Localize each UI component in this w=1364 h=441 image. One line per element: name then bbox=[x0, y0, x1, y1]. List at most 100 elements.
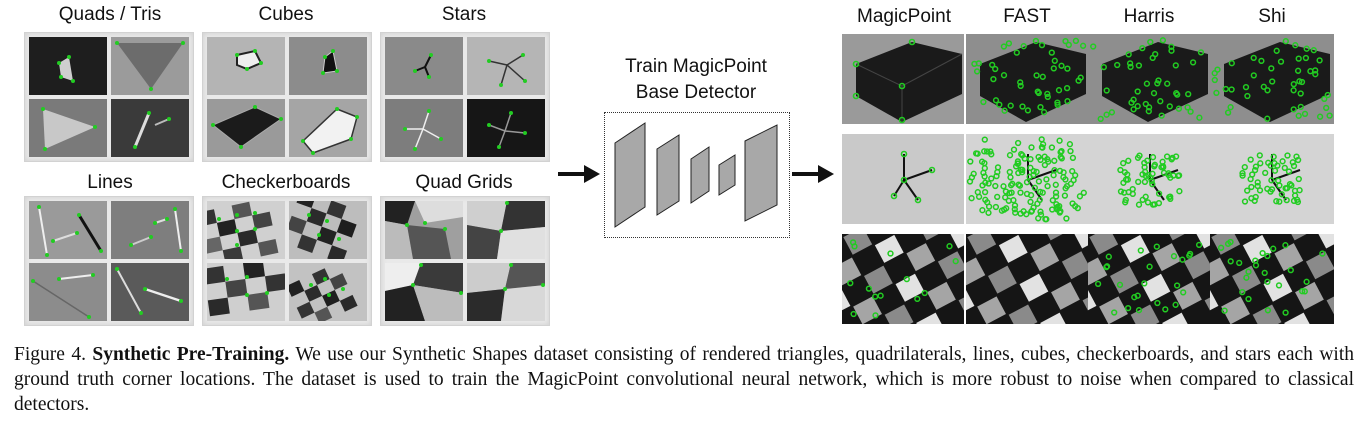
keypoint-marker bbox=[1127, 63, 1134, 71]
keypoint-marker bbox=[983, 148, 991, 155]
keypoint-marker bbox=[1033, 168, 1040, 176]
keypoint-marker bbox=[1264, 87, 1271, 94]
keypoint-marker bbox=[1031, 184, 1039, 191]
keypoint-marker bbox=[1252, 193, 1259, 201]
keypoint-marker bbox=[1064, 98, 1071, 105]
checker-square bbox=[1285, 234, 1315, 241]
keypoint-marker bbox=[1147, 38, 1154, 46]
keypoint-marker bbox=[1069, 154, 1077, 162]
keypoint-marker bbox=[1241, 198, 1249, 205]
checker-square bbox=[917, 234, 947, 241]
keypoint-marker bbox=[1079, 42, 1087, 49]
keypoint-marker bbox=[968, 174, 976, 181]
checker-square bbox=[967, 234, 997, 255]
checker-square bbox=[1141, 273, 1171, 302]
checker-square bbox=[1210, 288, 1219, 317]
checker-square bbox=[906, 243, 936, 272]
keypoint-marker bbox=[1270, 245, 1277, 252]
checker-square bbox=[1089, 234, 1119, 255]
keypoint-marker bbox=[1043, 176, 1050, 183]
keypoint-marker bbox=[1125, 157, 1132, 164]
keypoint-marker bbox=[1270, 153, 1277, 160]
keypoint-marker bbox=[1103, 111, 1110, 118]
detector-title-line1: Train MagicPoint bbox=[625, 56, 767, 77]
keypoint-marker bbox=[1017, 82, 1024, 90]
keypoint-marker bbox=[1017, 79, 1024, 86]
column-label-harris: Harris bbox=[1123, 6, 1175, 27]
keypoint-marker bbox=[1196, 114, 1203, 121]
keypoint-marker bbox=[1007, 174, 1014, 181]
checker-square bbox=[1194, 234, 1210, 249]
keypoint-marker bbox=[1159, 37, 1167, 44]
keypoint-marker bbox=[1050, 65, 1057, 72]
network-layers-icon bbox=[614, 122, 778, 228]
keypoint-marker bbox=[1039, 189, 1046, 196]
keypoint-marker bbox=[1176, 188, 1183, 195]
tile-star-2 bbox=[467, 37, 545, 95]
keypoint-marker bbox=[1000, 72, 1008, 79]
keypoint-marker bbox=[1143, 80, 1151, 87]
keypoint-marker bbox=[1155, 190, 1163, 197]
keypoint-marker bbox=[1062, 176, 1069, 183]
tile-lines-2 bbox=[111, 201, 189, 259]
keypoint-marker bbox=[1250, 72, 1257, 79]
keypoint-marker bbox=[1120, 160, 1127, 167]
group-label-stars: Stars bbox=[441, 4, 487, 25]
tile-quad-dark bbox=[29, 37, 107, 95]
result-shi-cube bbox=[1210, 34, 1334, 124]
keypoint-marker bbox=[1312, 67, 1319, 74]
keypoint-marker bbox=[1139, 196, 1146, 203]
keypoint-marker bbox=[1062, 37, 1069, 45]
checker-square bbox=[1162, 312, 1191, 324]
keypoint-marker bbox=[1051, 57, 1058, 64]
keypoint-marker bbox=[872, 312, 879, 319]
keypoint-marker bbox=[1000, 43, 1008, 50]
keypoint-marker bbox=[1017, 210, 1024, 217]
keypoint-marker bbox=[1055, 87, 1063, 94]
keypoint-marker bbox=[1144, 199, 1152, 206]
keypoint-marker bbox=[1227, 258, 1234, 265]
keypoint-marker bbox=[1184, 104, 1191, 111]
keypoint-marker bbox=[1030, 167, 1037, 175]
keypoint-marker bbox=[1037, 208, 1044, 215]
keypoint-marker bbox=[1135, 307, 1143, 314]
checker-square bbox=[1210, 257, 1230, 286]
keypoint-marker bbox=[1247, 156, 1254, 163]
checker-square bbox=[1041, 234, 1071, 241]
keypoint-marker bbox=[1239, 170, 1246, 177]
keypoint-marker bbox=[1211, 70, 1218, 77]
checker-square bbox=[884, 304, 914, 324]
keypoint-marker bbox=[1040, 109, 1048, 116]
keypoint-marker bbox=[1018, 150, 1025, 158]
keypoint-marker bbox=[1267, 188, 1274, 195]
keypoint-marker bbox=[1239, 288, 1246, 296]
checker-square bbox=[843, 234, 873, 255]
keypoint-marker bbox=[1050, 172, 1057, 179]
keypoint-marker bbox=[1310, 47, 1317, 54]
keypoint-marker bbox=[1037, 156, 1044, 164]
keypoint-marker bbox=[1114, 61, 1121, 69]
keypoint-marker bbox=[1268, 65, 1275, 72]
keypoint-marker bbox=[1064, 65, 1071, 72]
keypoint-marker bbox=[1158, 112, 1165, 119]
keypoint-marker bbox=[1251, 197, 1258, 204]
keypoint-marker bbox=[1024, 107, 1032, 114]
checker-square bbox=[927, 281, 956, 310]
keypoint-marker bbox=[988, 175, 995, 182]
checker-square bbox=[1120, 234, 1150, 263]
keypoint-marker bbox=[1027, 155, 1034, 163]
keypoint-marker bbox=[1197, 49, 1205, 56]
keypoint-marker bbox=[1044, 90, 1051, 98]
keypoint-marker bbox=[1134, 154, 1142, 161]
keypoint-marker bbox=[1011, 206, 1018, 213]
keypoint-marker bbox=[1211, 76, 1218, 84]
keypoint-marker bbox=[1290, 197, 1298, 205]
keypoint-marker bbox=[1260, 83, 1267, 90]
keypoint-marker bbox=[1135, 201, 1143, 208]
keypoint-marker bbox=[1217, 244, 1225, 251]
keypoint-marker bbox=[1038, 41, 1046, 49]
keypoint-marker bbox=[1294, 67, 1302, 74]
keypoint-marker bbox=[1058, 155, 1065, 162]
detector-title-line2: Base Detector bbox=[635, 82, 757, 103]
keypoint-marker bbox=[1028, 208, 1035, 215]
